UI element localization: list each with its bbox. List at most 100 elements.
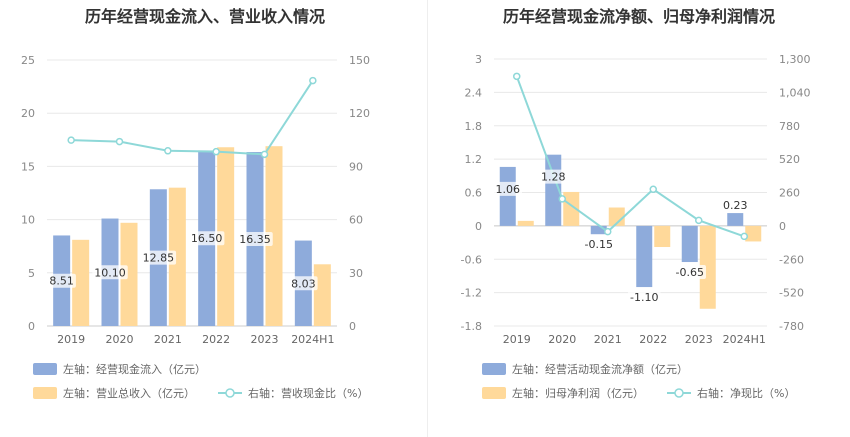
data-label-backdrop [92,265,128,280]
y-right-tick-label: 0 [779,220,786,233]
y-right-tick-label: 0 [349,320,356,333]
panel-divider [427,0,428,437]
y-right-tick-label: 30 [349,267,363,280]
x-tick-label: 2022 [639,333,667,346]
data-label: -0.15 [585,238,613,251]
y-right-tick-label: 120 [349,107,370,120]
chart-title: 历年经营现金流入、营业收入情况 [85,7,325,26]
data-label: 8.03 [291,277,316,290]
y-left-tick-label: 0 [28,320,35,333]
bar-secondary-series [745,225,762,242]
y-right-tick-label: 1,300 [779,53,811,66]
y-left-tick-label: 1.8 [465,120,483,133]
data-label: 10.10 [94,266,126,279]
chart-title: 历年经营现金流净额、归母净利润情况 [503,7,775,26]
legend-swatch [482,387,506,399]
x-tick-label: 2023 [251,333,279,346]
data-label-backdrop [582,237,615,252]
bar-left-series [636,225,653,288]
bar-left-series [499,166,516,226]
ratio-point [649,185,657,194]
x-tick-label: 2022 [202,333,230,346]
chart-cash-inflow-revenue: 历年经营现金流入、营业收入情况 0 5 10 15 20 25 0 30 60 90 120 150 2… [21,7,370,400]
y-right-tick-label: -520 [779,287,804,300]
x-tick-label: 2020 [106,333,134,346]
ratio-point [115,137,124,146]
legend-swatch [33,363,57,375]
y-right-tick-label: 780 [779,120,800,133]
x-tick-label: 2021 [594,333,622,346]
ratio-point [260,150,269,159]
x-tick-label: 2020 [548,333,576,346]
bar-secondary-series [699,225,716,309]
y-left-tick-label: -1.2 [461,287,482,300]
data-label-backdrop [140,250,177,265]
ratio-point [604,227,612,236]
chart-net-cash-profit: 历年经营现金流净额、归母净利润情况 -1.8 -1.2 -0.6 0 0.6 1.2 1.8… [461,7,811,400]
y-left-tick-label: 5 [28,267,35,280]
y-left-tick-label: 15 [21,160,35,173]
y-left-tick-label: 2.4 [465,86,483,99]
y-left-tick-label: 10 [21,214,35,227]
ratio-line [71,80,314,156]
y-right-tick-label: -780 [779,320,804,333]
x-tick-label: 2024H1 [291,333,334,346]
legend-swatch-marker [674,388,684,398]
y-left-tick-label: -1.8 [461,320,482,333]
y-right-tick-label: 90 [349,160,363,173]
y-left-tick-label: 20 [21,107,35,120]
data-label: 12.85 [143,252,175,265]
bar-secondary-series [654,225,671,248]
data-label: 16.35 [239,233,271,246]
data-label-backdrop [493,181,522,196]
data-label-backdrop [47,273,76,288]
y-right-tick-label: 1,040 [779,86,811,99]
ratio-point [740,232,748,241]
y-right-tick-label: 260 [779,187,800,200]
y-left-tick-label: 0.6 [465,187,483,200]
x-tick-label: 2023 [685,333,713,346]
bar-left-series [590,225,607,235]
y-left-tick-label: 3 [475,53,482,66]
bar-secondary-series [608,207,625,226]
ratio-point [309,76,317,85]
legend-swatch [482,363,506,375]
y-left-tick-label: 1.2 [465,153,483,166]
ratio-point [164,147,172,155]
bar-secondary-series [517,220,534,226]
data-label-backdrop [628,290,661,305]
y-left-tick-label: 25 [21,54,35,67]
x-tick-label: 2021 [154,333,182,346]
data-label: 1.06 [496,183,521,196]
bar-secondary-series [72,239,90,326]
y-left-tick-label: -0.6 [461,253,482,266]
bar-secondary-series [265,146,283,326]
bar-left-series [727,213,744,226]
y-right-tick-label: 60 [349,214,363,227]
y-right-tick-label: 150 [349,54,370,67]
legend-label: 右轴：营收现金比（%） [248,386,368,400]
data-label: 8.51 [49,275,74,288]
y-left-tick-label: 0 [475,220,482,233]
x-tick-label: 2019 [503,333,531,346]
bar-secondary-series [563,191,580,226]
data-label-backdrop [539,169,568,184]
data-label: 16.50 [191,232,223,245]
x-tick-label: 2024H1 [723,333,766,346]
ratio-point [513,72,521,81]
legend-swatch-marker [225,388,235,398]
data-label-backdrop [721,198,750,213]
legend-label: 左轴：归母净利润（亿元） [512,386,644,400]
data-label-backdrop [289,276,318,291]
legend-label: 左轴：营业总收入（亿元） [63,386,195,400]
bar-secondary-series [120,222,138,326]
bar-secondary-series [217,147,235,326]
legend-swatch [33,387,57,399]
y-right-tick-label: -260 [779,253,804,266]
data-label: -0.65 [676,266,704,279]
data-label: -1.10 [630,291,658,304]
data-label: 1.28 [541,171,566,184]
ratio-point [67,136,75,144]
legend-label: 右轴：净现比（%） [697,386,795,400]
